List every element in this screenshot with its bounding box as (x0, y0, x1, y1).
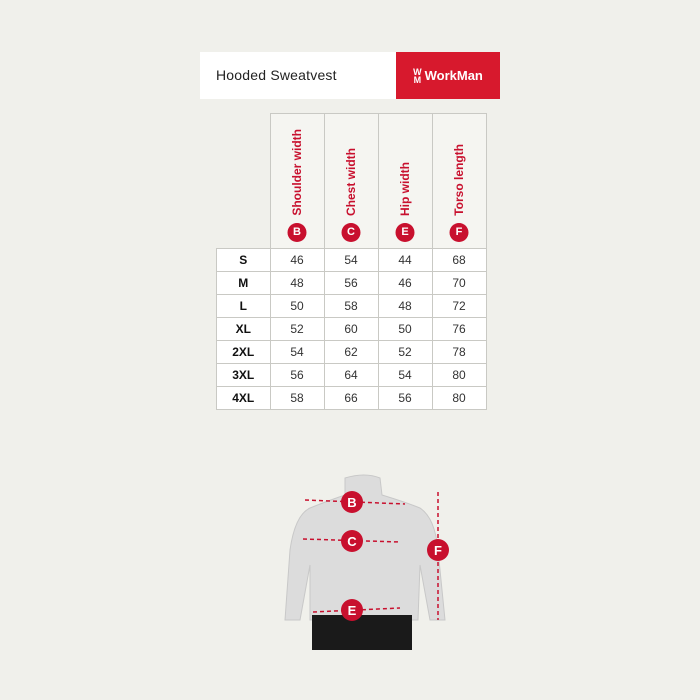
measurement-cell: 76 (431, 317, 487, 341)
measurement-cell: 46 (269, 248, 325, 272)
size-label: 4XL (216, 386, 271, 410)
marker-e: E (341, 599, 363, 621)
corner-cell (217, 114, 271, 249)
size-label: M (216, 271, 271, 295)
torso-silhouette (284, 474, 446, 621)
marker-c: C (341, 530, 363, 552)
measurement-cell: 60 (323, 317, 379, 341)
measurement-cell: 50 (377, 317, 433, 341)
size-label: 2XL (216, 340, 271, 364)
svg-text:B: B (347, 495, 356, 510)
measurement-badge: B (287, 223, 307, 242)
table-row: XL 52 60 50 76 (216, 317, 487, 341)
svg-text:C: C (347, 534, 357, 549)
measurement-cell: 54 (377, 363, 433, 387)
measurement-cell: 80 (431, 386, 487, 410)
measurement-cell: 58 (269, 386, 325, 410)
body-measurement-figure: B C E F (284, 474, 449, 650)
measurement-cell: 54 (323, 248, 379, 272)
measurement-cell: 48 (377, 294, 433, 318)
measurement-badge: C (341, 223, 361, 242)
size-label: 3XL (216, 363, 271, 387)
table-row: 3XL 56 64 54 80 (216, 363, 487, 387)
column-label: Torso length (452, 144, 466, 216)
table-row: M 48 56 46 70 (216, 271, 487, 295)
column-header-chest-width: Chest width C (323, 113, 379, 249)
measurement-cell: 62 (323, 340, 379, 364)
measurement-cell: 78 (431, 340, 487, 364)
column-label: Hip width (398, 162, 412, 216)
measurement-cell: 64 (323, 363, 379, 387)
column-label: Chest width (344, 148, 358, 216)
measurement-cell: 52 (377, 340, 433, 364)
measurement-cell: 52 (269, 317, 325, 341)
svg-text:F: F (434, 543, 442, 558)
column-header-hip-width: Hip width E (377, 113, 433, 249)
size-chart-table: Shoulder width B Chest width C Hip width E Tor… (216, 113, 487, 410)
marker-f: F (427, 539, 449, 561)
measurement-cell: 50 (269, 294, 325, 318)
measurement-badge: F (449, 223, 469, 242)
measurement-cell: 58 (323, 294, 379, 318)
table-row: L 50 58 48 72 (216, 294, 487, 318)
shorts (312, 615, 412, 650)
measurement-cell: 56 (269, 363, 325, 387)
measurement-cell: 56 (377, 386, 433, 410)
size-label: XL (216, 317, 271, 341)
column-label: Shoulder width (290, 129, 304, 216)
table-row: S 46 54 44 68 (216, 248, 487, 272)
measurement-cell: 56 (323, 271, 379, 295)
brand-name: WorkMan (424, 68, 483, 83)
table-row: 2XL 54 62 52 78 (216, 340, 487, 364)
size-label: L (216, 294, 271, 318)
measurement-cell: 46 (377, 271, 433, 295)
svg-text:E: E (348, 603, 357, 618)
measurement-cell: 44 (377, 248, 433, 272)
product-title: Hooded Sweatvest (216, 67, 337, 83)
measurement-cell: 54 (269, 340, 325, 364)
measurement-cell: 72 (431, 294, 487, 318)
size-label: S (216, 248, 271, 272)
measurement-cell: 68 (431, 248, 487, 272)
measurement-cell: 66 (323, 386, 379, 410)
column-header-shoulder-width: Shoulder width B (269, 113, 325, 249)
table-row: 4XL 58 66 56 80 (216, 386, 487, 410)
column-header-torso-length: Torso length F (431, 113, 487, 249)
measurement-badge: E (395, 223, 415, 242)
measurement-cell: 48 (269, 271, 325, 295)
measurement-cell: 70 (431, 271, 487, 295)
marker-b: B (341, 491, 363, 513)
measurement-cell: 80 (431, 363, 487, 387)
